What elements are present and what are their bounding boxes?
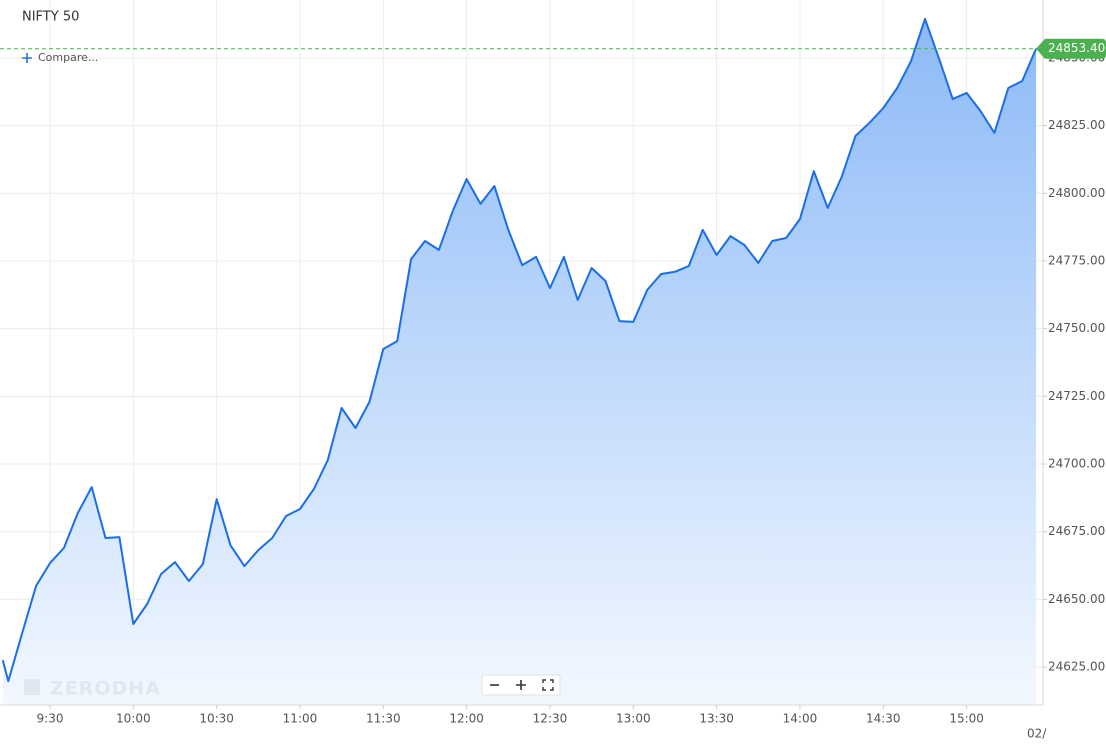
edge-date-label: 02/	[1027, 727, 1047, 741]
axis-labels: 24625.00 24650.00 24675.00 24700.00 24725.00…	[37, 50, 1106, 725]
y-tick-label: 24750.00	[1048, 321, 1105, 335]
y-tick-label: 24650.00	[1048, 592, 1105, 606]
x-tick-label: 15:00	[949, 712, 984, 726]
x-tick-label: 13:30	[699, 712, 734, 726]
compare-label[interactable]: Compare...	[38, 51, 98, 64]
y-tick-label: 24625.00	[1048, 660, 1105, 674]
x-tick-label: 10:30	[199, 712, 234, 726]
x-tick-label: 12:00	[449, 712, 484, 726]
last-price-tag	[1036, 38, 1106, 59]
x-tick-label: 14:30	[866, 712, 901, 726]
y-tick-label: 24675.00	[1048, 524, 1105, 538]
y-tick-label: 24825.00	[1048, 118, 1105, 132]
y-tick-label: 24800.00	[1048, 186, 1105, 200]
x-tick-label: 11:30	[366, 712, 401, 726]
y-tick-label: 24725.00	[1048, 389, 1105, 403]
x-tick-label: 9:30	[37, 712, 64, 726]
x-tick-label: 12:30	[533, 712, 568, 726]
x-tick-label: 13:00	[616, 712, 651, 726]
x-tick-label: 10:00	[116, 712, 151, 726]
price-tag-layer: 24853.40	[1036, 38, 1106, 59]
zoom-controls	[481, 674, 561, 696]
fullscreen[interactable]	[542, 679, 554, 691]
x-tick-label: 14:00	[783, 712, 818, 726]
chart-title: NIFTY 50	[22, 10, 79, 25]
x-tick-label: 11:00	[283, 712, 318, 726]
price-line	[1, 18, 1038, 683]
compare-button[interactable]: Compare...	[22, 51, 98, 64]
watermark-icon	[24, 679, 40, 695]
y-tick-label: 24775.00	[1048, 253, 1105, 267]
zoom-in[interactable]	[516, 680, 526, 690]
last-price-label: 24853.40	[1048, 41, 1105, 55]
compare-icon	[22, 53, 32, 63]
area	[2, 19, 1037, 705]
plot	[0, 18, 1043, 705]
y-tick-label: 24700.00	[1048, 457, 1105, 471]
watermark-text: ZERODHA	[50, 678, 161, 700]
watermark: ZERODHA	[24, 678, 161, 700]
